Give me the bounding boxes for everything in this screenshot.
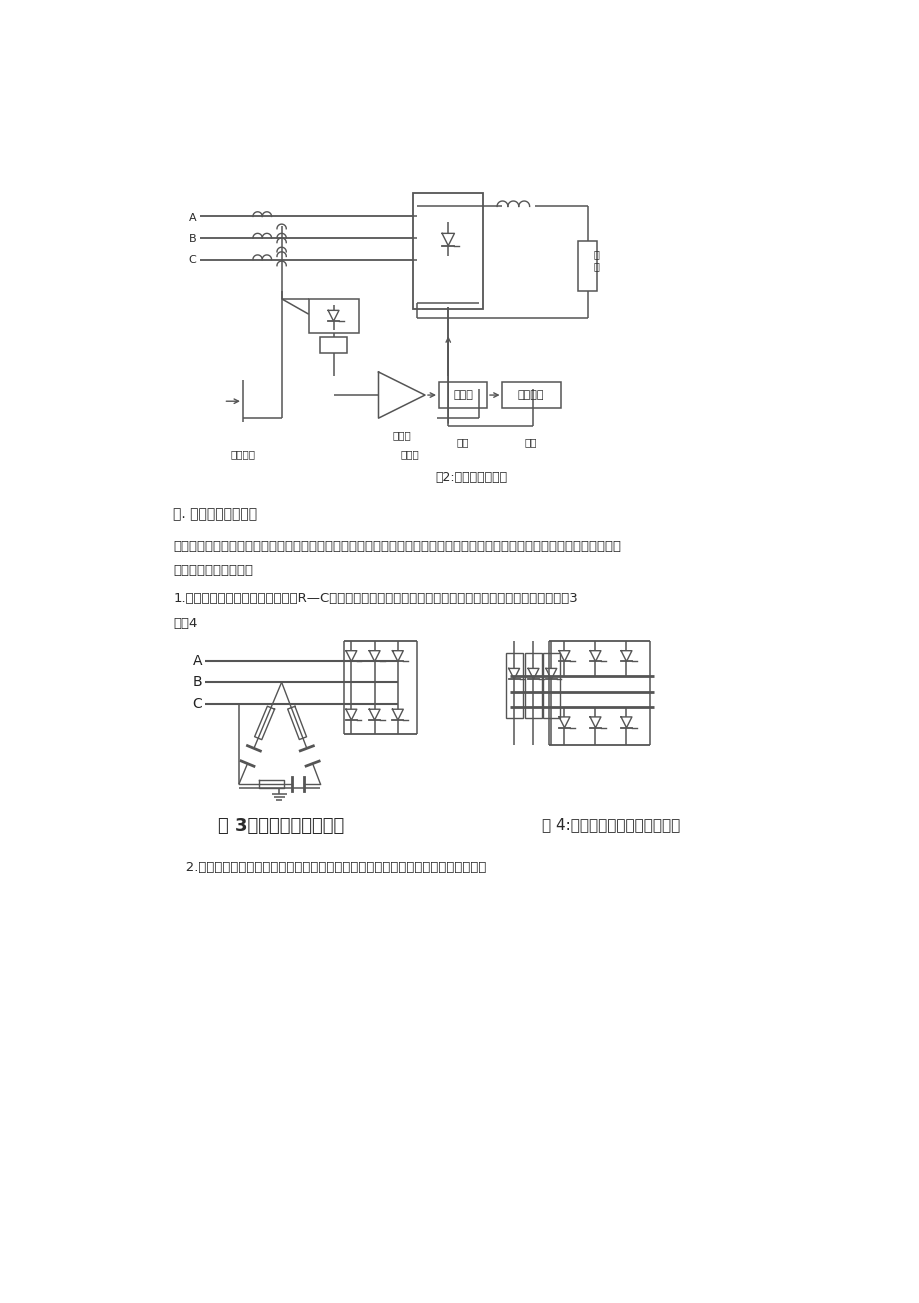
Bar — [502, 382, 560, 408]
Text: 负
载: 负 载 — [594, 249, 599, 271]
Text: 偏移: 偏移 — [525, 438, 537, 447]
Text: 触发系统: 触发系统 — [517, 390, 544, 400]
Text: A: A — [188, 212, 196, 223]
Bar — [413, 193, 482, 309]
Text: C: C — [188, 254, 196, 265]
Text: 图2:过流保护原理图: 图2:过流保护原理图 — [435, 470, 507, 483]
Bar — [578, 241, 596, 291]
Bar — [505, 653, 522, 718]
Text: B: B — [188, 233, 196, 244]
Text: A: A — [192, 654, 202, 667]
Text: 行中也有过电压出现。: 行中也有过电压出现。 — [173, 564, 253, 577]
Text: 控制门: 控制门 — [452, 390, 472, 400]
Text: 过流整定: 过流整定 — [230, 450, 255, 459]
Bar — [438, 382, 486, 408]
Text: 图 3阻容三角抑制过电压: 图 3阻容三角抑制过电压 — [219, 817, 345, 835]
Text: 比较器: 比较器 — [400, 450, 418, 459]
Bar — [320, 337, 347, 353]
Bar — [309, 298, 358, 334]
Bar — [525, 653, 541, 718]
Text: B: B — [192, 675, 202, 689]
Text: 1.过电压保护的第一种方法是并接R—C阻容吸收回路，以及用压敏电阻或硒堆等非线性元件加以抑制。见图3: 1.过电压保护的第一种方法是并接R—C阻容吸收回路，以及用压敏电阻或硒堆等非线性… — [173, 592, 577, 605]
Text: 给定: 给定 — [456, 438, 469, 447]
Text: C: C — [192, 697, 202, 711]
Text: 二. 晶闸管的过压保护: 二. 晶闸管的过压保护 — [173, 507, 257, 521]
Text: 和图4: 和图4 — [173, 616, 198, 629]
Text: 比较器: 比较器 — [391, 430, 411, 439]
Text: 晶闸管设备在运行过程中，会受到由交流供电电网进入的操作过电压和雷击过电压的侵袭。同时，设备自身运行中以及非正常运: 晶闸管设备在运行过程中，会受到由交流供电电网进入的操作过电压和雷击过电压的侵袭。… — [173, 539, 620, 552]
Text: 图 4:压敏电阻或硒堆抑制过电压: 图 4:压敏电阻或硒堆抑制过电压 — [541, 817, 679, 833]
Text: 2.过电压保护的第二种方法是采用电子电路进行保护。常见的电子保护原理图如下：: 2.过电压保护的第二种方法是采用电子电路进行保护。常见的电子保护原理图如下： — [173, 861, 486, 874]
Bar — [542, 653, 560, 718]
